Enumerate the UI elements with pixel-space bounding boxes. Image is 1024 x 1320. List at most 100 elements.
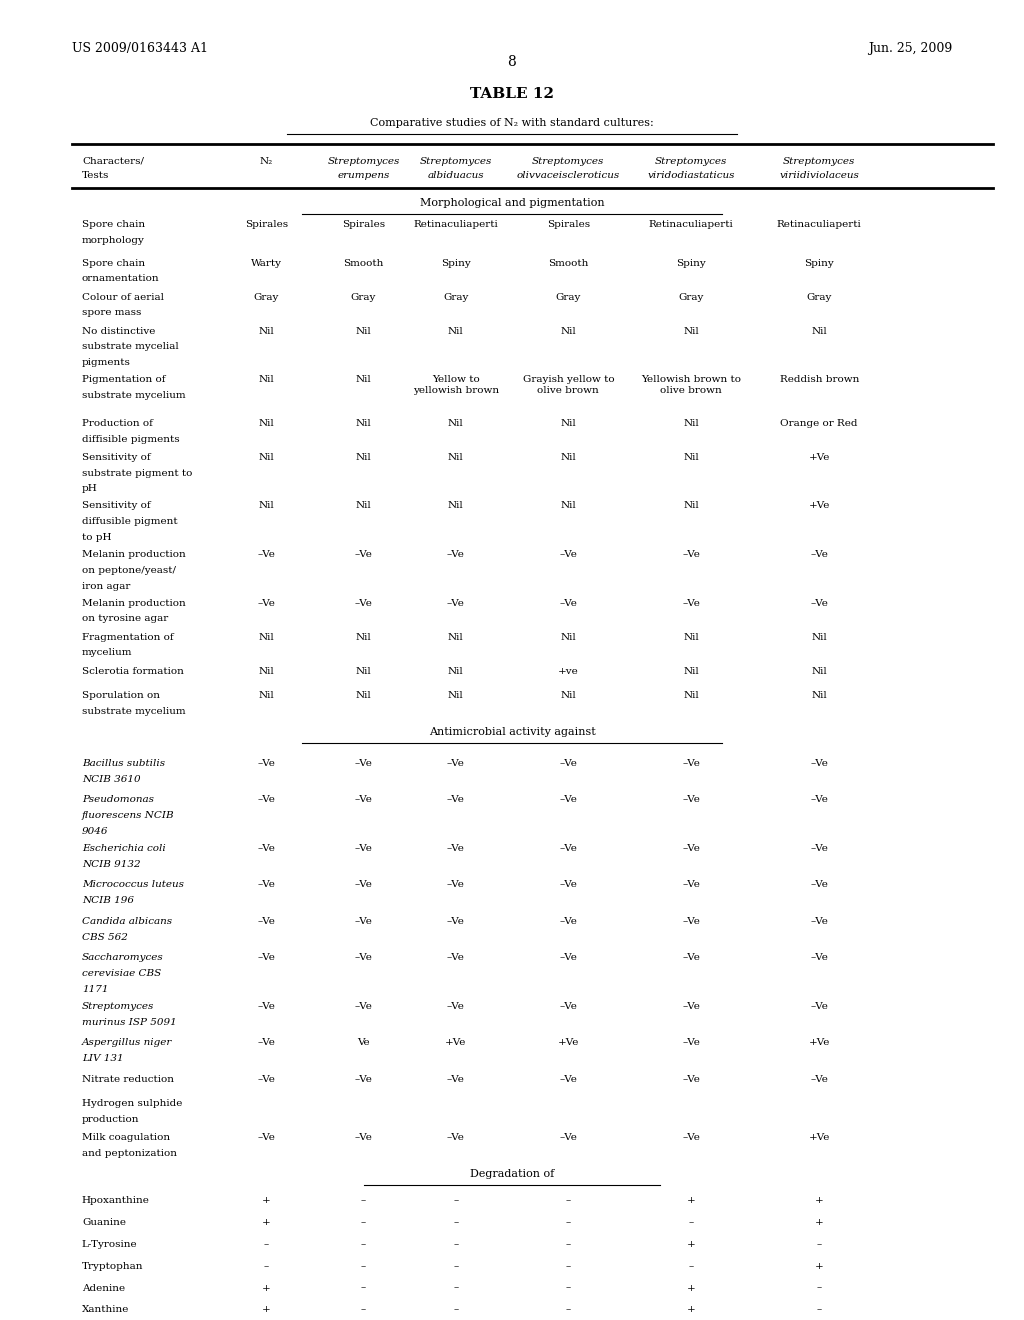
Text: Nil: Nil: [560, 632, 577, 642]
Text: –: –: [565, 1196, 571, 1205]
Text: Production of: Production of: [82, 418, 153, 428]
Text: Nil: Nil: [447, 453, 464, 462]
Text: Micrococcus luteus: Micrococcus luteus: [82, 880, 184, 890]
Text: –Ve: –Ve: [682, 796, 700, 804]
Text: –Ve: –Ve: [446, 796, 465, 804]
Text: Smooth: Smooth: [343, 259, 384, 268]
Text: Gray: Gray: [254, 293, 279, 301]
Text: –Ve: –Ve: [682, 759, 700, 768]
Text: –Ve: –Ve: [810, 917, 828, 925]
Text: cerevisiae CBS: cerevisiae CBS: [82, 969, 161, 978]
Text: Streptomyces: Streptomyces: [82, 1002, 155, 1011]
Text: Nil: Nil: [560, 418, 577, 428]
Text: –Ve: –Ve: [257, 1074, 275, 1084]
Text: –Ve: –Ve: [354, 1074, 373, 1084]
Text: Sensitivity of: Sensitivity of: [82, 453, 151, 462]
Text: –Ve: –Ve: [446, 599, 465, 607]
Text: Nil: Nil: [560, 326, 577, 335]
Text: Nil: Nil: [560, 502, 577, 511]
Text: Nil: Nil: [560, 453, 577, 462]
Text: –: –: [565, 1262, 571, 1271]
Text: Nil: Nil: [447, 326, 464, 335]
Text: –: –: [688, 1262, 694, 1271]
Text: Spirales: Spirales: [342, 219, 385, 228]
Text: –Ve: –Ve: [559, 917, 578, 925]
Text: –Ve: –Ve: [682, 599, 700, 607]
Text: +: +: [815, 1218, 823, 1228]
Text: Gray: Gray: [443, 293, 468, 301]
Text: on tyrosine agar: on tyrosine agar: [82, 614, 168, 623]
Text: –Ve: –Ve: [682, 550, 700, 560]
Text: fluorescens NCIB: fluorescens NCIB: [82, 812, 174, 820]
Text: Nil: Nil: [811, 326, 827, 335]
Text: Nil: Nil: [355, 632, 372, 642]
Text: Ve: Ve: [357, 1039, 370, 1047]
Text: –: –: [360, 1305, 367, 1315]
Text: TABLE 12: TABLE 12: [470, 87, 554, 102]
Text: –Ve: –Ve: [810, 759, 828, 768]
Text: –: –: [453, 1218, 459, 1228]
Text: –Ve: –Ve: [810, 843, 828, 853]
Text: –Ve: –Ve: [559, 1002, 578, 1011]
Text: –Ve: –Ve: [810, 1002, 828, 1011]
Text: Nil: Nil: [355, 667, 372, 676]
Text: Nil: Nil: [683, 690, 699, 700]
Text: –: –: [360, 1283, 367, 1292]
Text: Escherichia coli: Escherichia coli: [82, 843, 166, 853]
Text: Retinaculiaperti: Retinaculiaperti: [649, 219, 733, 228]
Text: Hydrogen sulphide: Hydrogen sulphide: [82, 1100, 182, 1107]
Text: Nil: Nil: [355, 453, 372, 462]
Text: +: +: [262, 1283, 270, 1292]
Text: Jun. 25, 2009: Jun. 25, 2009: [868, 42, 952, 55]
Text: –: –: [360, 1239, 367, 1249]
Text: erumpens: erumpens: [337, 172, 390, 180]
Text: +: +: [815, 1196, 823, 1205]
Text: Degradation of: Degradation of: [470, 1170, 554, 1179]
Text: –Ve: –Ve: [682, 1074, 700, 1084]
Text: –Ve: –Ve: [810, 599, 828, 607]
Text: Xanthine: Xanthine: [82, 1305, 129, 1315]
Text: Nil: Nil: [258, 690, 274, 700]
Text: –: –: [565, 1218, 571, 1228]
Text: Nil: Nil: [258, 326, 274, 335]
Text: Nil: Nil: [683, 502, 699, 511]
Text: Aspergillus niger: Aspergillus niger: [82, 1039, 172, 1047]
Text: Pigmentation of: Pigmentation of: [82, 375, 166, 384]
Text: Spirales: Spirales: [547, 219, 590, 228]
Text: –: –: [816, 1283, 822, 1292]
Text: –Ve: –Ve: [810, 880, 828, 890]
Text: –Ve: –Ve: [559, 1133, 578, 1142]
Text: Adenine: Adenine: [82, 1283, 125, 1292]
Text: –Ve: –Ve: [354, 796, 373, 804]
Text: Nil: Nil: [447, 502, 464, 511]
Text: –Ve: –Ve: [354, 550, 373, 560]
Text: Nil: Nil: [811, 632, 827, 642]
Text: –Ve: –Ve: [257, 843, 275, 853]
Text: –Ve: –Ve: [682, 880, 700, 890]
Text: +Ve: +Ve: [809, 1133, 829, 1142]
Text: Streptomyces: Streptomyces: [532, 157, 604, 165]
Text: –Ve: –Ve: [257, 550, 275, 560]
Text: NCIB 196: NCIB 196: [82, 896, 134, 906]
Text: –Ve: –Ve: [559, 880, 578, 890]
Text: L-Tyrosine: L-Tyrosine: [82, 1239, 137, 1249]
Text: –Ve: –Ve: [682, 843, 700, 853]
Text: –Ve: –Ve: [559, 550, 578, 560]
Text: +Ve: +Ve: [809, 453, 829, 462]
Text: Nil: Nil: [258, 667, 274, 676]
Text: Sensitivity of: Sensitivity of: [82, 502, 151, 511]
Text: –Ve: –Ve: [810, 1074, 828, 1084]
Text: –Ve: –Ve: [354, 917, 373, 925]
Text: Comparative studies of N₂ with standard cultures:: Comparative studies of N₂ with standard …: [370, 117, 654, 128]
Text: –Ve: –Ve: [257, 880, 275, 890]
Text: –Ve: –Ve: [559, 796, 578, 804]
Text: –: –: [816, 1305, 822, 1315]
Text: –: –: [565, 1305, 571, 1315]
Text: –: –: [263, 1239, 269, 1249]
Text: Nil: Nil: [560, 690, 577, 700]
Text: –Ve: –Ve: [446, 880, 465, 890]
Text: –Ve: –Ve: [354, 1002, 373, 1011]
Text: Nil: Nil: [258, 632, 274, 642]
Text: Spirales: Spirales: [245, 219, 288, 228]
Text: Spore chain: Spore chain: [82, 259, 145, 268]
